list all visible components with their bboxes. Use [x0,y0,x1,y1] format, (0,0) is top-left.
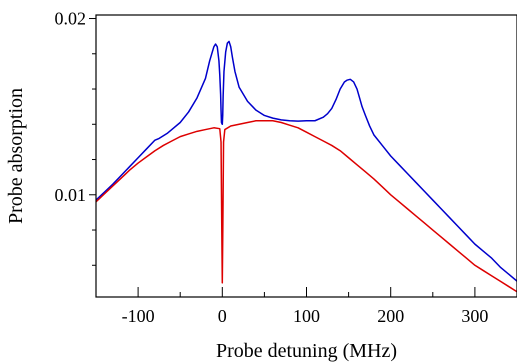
x-tick-label: 100 [293,306,320,326]
x-tick-label: 0 [218,306,227,326]
plot-frame [95,14,517,298]
series-line-2 [95,120,517,293]
x-tick-label: 200 [377,306,404,326]
tick-label-layer: -100 0 100 200 300 0.01 0.02 [55,9,489,326]
x-axis-label: Probe detuning (MHz) [216,340,397,362]
tick-layer [89,18,476,297]
y-axis-label: Probe absorption [5,88,27,224]
series-line-1 [95,40,517,282]
y-tick-label: 0.01 [55,185,87,205]
series-layer [95,40,517,293]
x-tick-label: 300 [461,306,488,326]
x-tick-label: -100 [122,306,155,326]
y-tick-label: 0.02 [55,9,87,29]
